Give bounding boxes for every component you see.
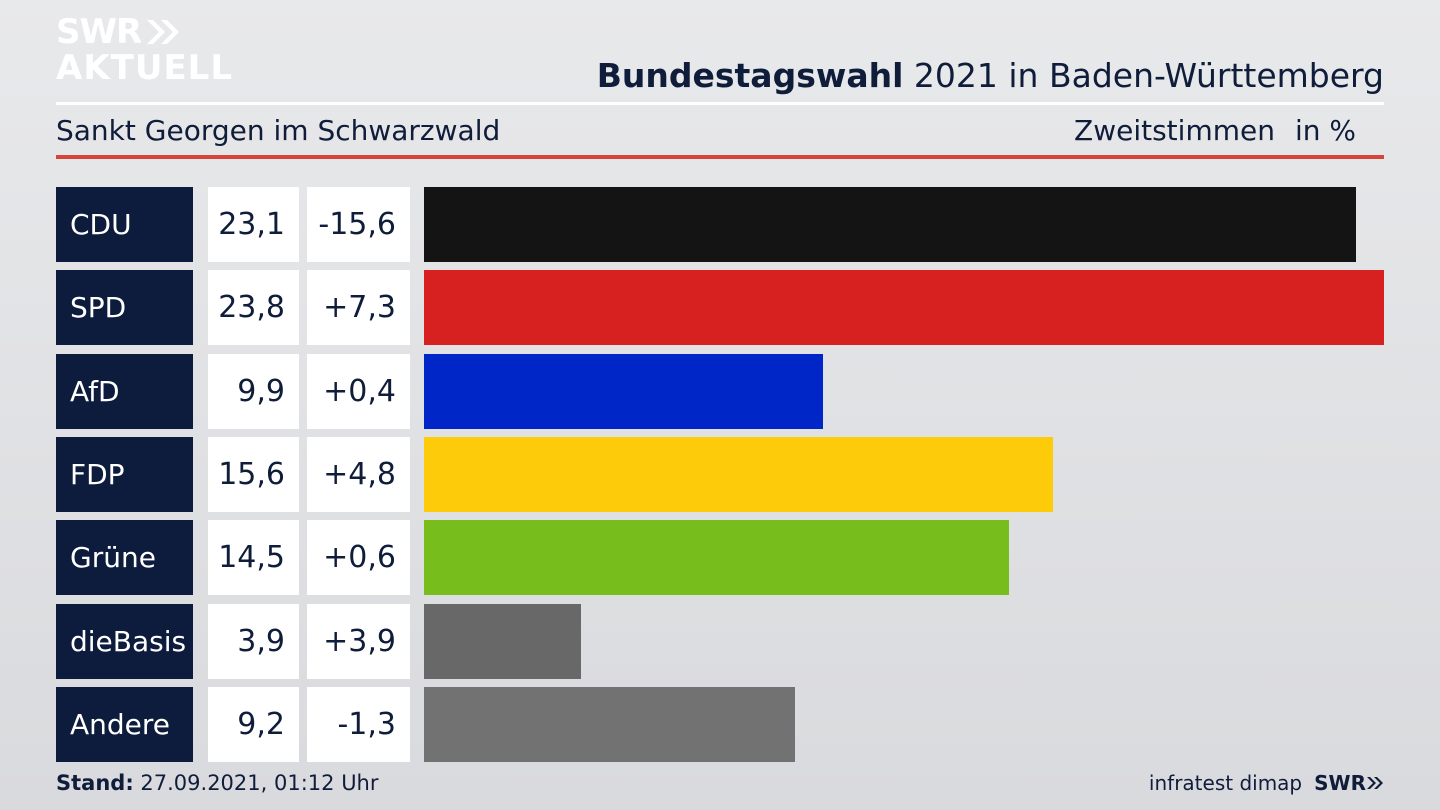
vote-share-bar [424, 187, 1356, 262]
vote-share-bar [424, 520, 1009, 595]
vote-share-bar [424, 687, 795, 762]
title-bold: Bundestagswahl [596, 56, 904, 95]
location-label: Sankt Georgen im Schwarzwald [56, 114, 501, 147]
measure-label: Zweitstimmen in % [1074, 114, 1356, 147]
vote-share-bar [424, 604, 581, 679]
swr-aktuell-logo: SWR AKTUELL [56, 14, 233, 86]
chart-title: Bundestagswahl 2021 in Baden-Württemberg [597, 56, 1384, 95]
party-row: Andere 9,2 -1,3 [56, 687, 1384, 762]
party-label: dieBasis [56, 604, 193, 679]
change-label: -1,3 [307, 687, 410, 762]
party-row: Grüne 14,5 +0,6 [56, 520, 1384, 595]
header-divider [56, 102, 1384, 105]
party-row: CDU 23,1 -15,6 [56, 187, 1384, 262]
source-credit: infratest dimap SWR [1149, 771, 1384, 795]
vote-share-label: 23,1 [208, 187, 299, 262]
title-rest: 2021 in Baden-Württemberg [913, 56, 1384, 95]
change-label: -15,6 [307, 187, 410, 262]
vote-share-label: 9,9 [208, 354, 299, 429]
party-row: SPD 23,8 +7,3 [56, 270, 1384, 345]
party-label: Grüne [56, 520, 193, 595]
vote-share-bar [424, 270, 1384, 345]
party-row: AfD 9,9 +0,4 [56, 354, 1384, 429]
change-label: +4,8 [307, 437, 410, 512]
change-label: +0,4 [307, 354, 410, 429]
vote-share-label: 15,6 [208, 437, 299, 512]
party-label: FDP [56, 437, 193, 512]
logo-chevrons-icon [145, 18, 181, 46]
measure-type: Zweitstimmen [1074, 114, 1275, 147]
party-label: SPD [56, 270, 193, 345]
logo-aktuell-text: AKTUELL [56, 48, 234, 88]
change-label: +0,6 [307, 520, 410, 595]
party-label: CDU [56, 187, 193, 262]
party-row: dieBasis 3,9 +3,9 [56, 604, 1384, 679]
swr-footer-logo: SWR [1314, 771, 1384, 795]
party-label: Andere [56, 687, 193, 762]
measure-unit: in % [1294, 114, 1356, 147]
timestamp: Stand: 27.09.2021, 01:12 Uhr [56, 771, 379, 795]
party-row: FDP 15,6 +4,8 [56, 437, 1384, 512]
party-label: AfD [56, 354, 193, 429]
stand-value: 27.09.2021, 01:12 Uhr [140, 771, 379, 795]
swr-footer-chevrons-icon [1367, 777, 1383, 789]
accent-rule [56, 155, 1384, 159]
vote-share-bar [424, 437, 1053, 512]
swr-footer-text: SWR [1314, 771, 1366, 795]
vote-share-label: 14,5 [208, 520, 299, 595]
stand-label: Stand: [56, 771, 134, 795]
change-label: +7,3 [307, 270, 410, 345]
logo-swr-text: SWR [56, 12, 142, 52]
vote-share-label: 3,9 [208, 604, 299, 679]
vote-share-bar [424, 354, 823, 429]
vote-share-label: 9,2 [208, 687, 299, 762]
vote-share-label: 23,8 [208, 270, 299, 345]
source-text: infratest dimap [1148, 771, 1303, 795]
change-label: +3,9 [307, 604, 410, 679]
